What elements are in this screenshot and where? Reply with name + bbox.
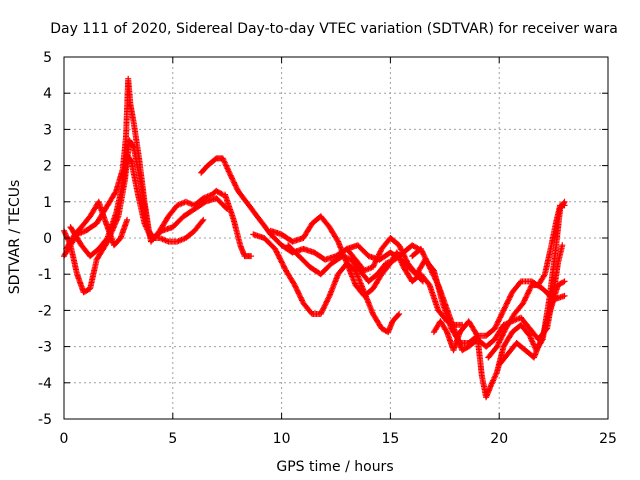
y-tick-label: 3 bbox=[43, 122, 52, 138]
series-track-13 bbox=[485, 202, 568, 361]
x-tick-label: 15 bbox=[381, 431, 399, 447]
chart-title: Day 111 of 2020, Sidereal Day-to-day VTE… bbox=[50, 21, 618, 37]
x-axis-label: GPS time / hours bbox=[276, 459, 393, 475]
y-tick-label: 1 bbox=[43, 195, 52, 211]
y-tick-label: -5 bbox=[38, 412, 52, 428]
y-tick-label: -2 bbox=[38, 303, 52, 319]
data-points bbox=[61, 75, 568, 401]
y-tick-label: 5 bbox=[43, 50, 52, 66]
y-tick-label: 4 bbox=[43, 86, 52, 102]
y-tick-label: 2 bbox=[43, 159, 52, 175]
grid-lines bbox=[64, 57, 608, 419]
y-tick-label: -1 bbox=[38, 267, 52, 283]
x-tick-label: 5 bbox=[168, 431, 177, 447]
x-tick-label: 0 bbox=[60, 431, 69, 447]
y-tick-label: -3 bbox=[38, 340, 52, 356]
y-tick-label: 0 bbox=[43, 231, 52, 247]
x-tick-label: 25 bbox=[599, 431, 617, 447]
x-tick-label: 20 bbox=[490, 431, 508, 447]
series-track-7 bbox=[250, 231, 403, 336]
y-tick-label: -4 bbox=[38, 376, 52, 392]
series-track-4 bbox=[63, 198, 131, 252]
axes: 0 5 10 15 20 25 -5 -4 -3 -2 -1 0 1 2 3 4 5 bbox=[38, 50, 617, 447]
y-axis-label: SDTVAR / TECUs bbox=[7, 180, 23, 295]
x-tick-label: 10 bbox=[273, 431, 291, 447]
series-track-14 bbox=[496, 278, 568, 368]
series-track-6 bbox=[222, 191, 255, 260]
